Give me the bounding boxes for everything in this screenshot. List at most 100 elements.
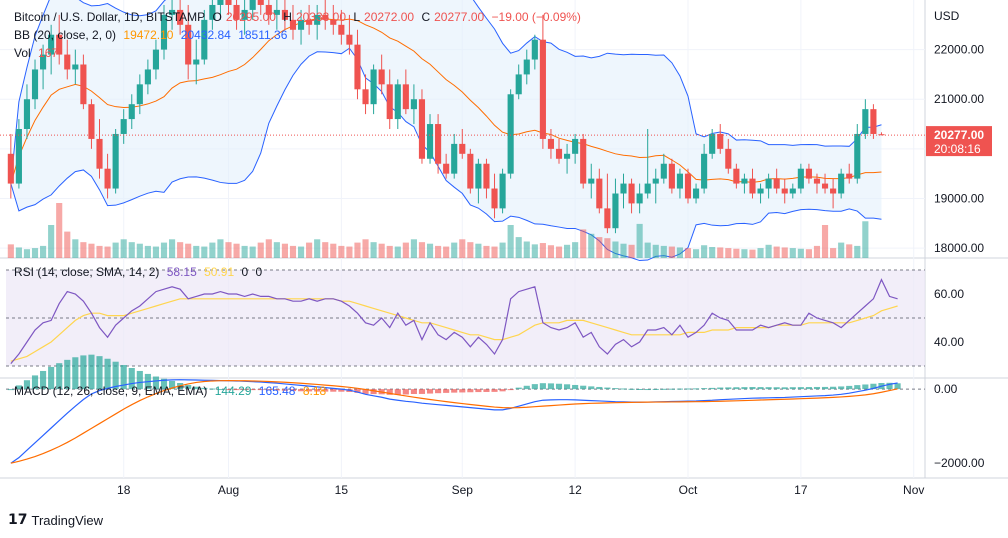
candle-body	[128, 104, 135, 120]
rsi-label[interactable]: RSI (14, close, SMA, 14, 2)	[14, 265, 160, 279]
macd-value: 165.48	[258, 384, 296, 398]
macd-histogram-bar	[354, 389, 361, 393]
macd-histogram-bar	[773, 387, 780, 390]
volume-bar	[209, 242, 216, 258]
candle-body	[201, 19, 208, 60]
macd-histogram-bar	[120, 365, 127, 390]
volume-bar	[507, 225, 514, 258]
candle-body	[564, 153, 571, 159]
rsi-legend: RSI (14, close, SMA, 14, 2) 58.15 50.91 …	[14, 265, 266, 279]
macd-histogram-bar	[273, 389, 280, 391]
macd-legend: MACD (12, 26, close, 9, EMA, EMA) 144.29…	[14, 384, 330, 398]
candle-body	[241, 9, 248, 20]
macd-histogram-bar	[636, 389, 643, 390]
volume-bar	[418, 242, 426, 258]
macd-histogram-bar	[854, 385, 861, 390]
macd-histogram-bar	[467, 389, 474, 393]
macd-histogram-bar	[870, 383, 877, 390]
macd-histogram-bar	[265, 389, 272, 391]
volume-bar	[612, 241, 619, 258]
volume-bar	[128, 242, 135, 258]
candle-body	[717, 133, 724, 149]
macd-histogram-bar	[338, 389, 345, 392]
candle-body	[499, 173, 506, 209]
candle-body	[378, 69, 385, 85]
candle-body	[297, 19, 305, 30]
volume-bar	[491, 246, 498, 258]
candle-body	[136, 84, 143, 105]
candle-body	[80, 64, 87, 105]
bb-fill	[10, 0, 882, 261]
macd-histogram-bar	[7, 389, 14, 391]
macd-histogram-bar	[322, 389, 329, 392]
macd-pane[interactable]	[6, 354, 925, 464]
macd-histogram-bar	[805, 387, 812, 390]
macd-histogram-bar	[580, 385, 587, 390]
rsi-value: 58.15	[166, 265, 197, 279]
brand-name: TradingView	[31, 512, 104, 528]
volume-bar	[7, 244, 14, 258]
candle-body	[402, 84, 409, 110]
bb-upper-value: 20432.84	[180, 28, 231, 42]
macd-histogram-bar	[289, 389, 297, 392]
macd-histogram-bar	[757, 387, 764, 390]
macd-histogram-bar	[733, 387, 740, 390]
volume-bar	[596, 237, 603, 258]
candle-body	[112, 133, 119, 189]
volume-bar	[314, 239, 321, 258]
bb-lower-value: 18511.36	[238, 28, 288, 42]
candle-body	[523, 59, 530, 75]
volume-bar	[668, 246, 675, 258]
volume-bar	[410, 239, 417, 258]
volume-bar	[322, 242, 329, 258]
candle-body	[862, 109, 869, 134]
volume-bar	[273, 242, 280, 258]
time-axis-label: Oct	[679, 483, 698, 497]
candle-body	[40, 54, 47, 70]
candle-body	[64, 54, 71, 70]
macd-histogram-bar	[620, 388, 627, 390]
close-value: 20277.00	[434, 10, 485, 24]
volume-bar	[330, 243, 337, 258]
candle-body	[56, 34, 63, 55]
volume-bar	[515, 237, 522, 258]
macd-histogram-bar	[193, 386, 200, 390]
candle-body	[443, 163, 450, 174]
candle-body	[765, 178, 772, 189]
bb-label[interactable]: BB (20, close, 2, 0)	[14, 28, 117, 42]
macd-histogram-bar	[48, 366, 55, 390]
rsi-pane[interactable]	[6, 269, 925, 367]
macd-label[interactable]: MACD (12, 26, close, 9, EMA, EMA)	[14, 384, 208, 398]
time-axis-label: 18	[117, 483, 131, 497]
symbol-name[interactable]: Bitcoin / U.S. Dollar, 1D, BITSTAMP	[14, 10, 206, 24]
macd-histogram-bar	[152, 376, 160, 390]
volume-bar	[144, 245, 151, 258]
time-axis-label: 15	[335, 483, 349, 497]
price-axis-label: 18000.00	[934, 241, 984, 255]
volume-legend: Vol 167	[14, 46, 62, 60]
brand-footer[interactable]: 17 TradingView	[8, 512, 103, 528]
price-pane[interactable]	[0, 0, 925, 262]
last-price-label: 20277.00	[934, 128, 984, 142]
macd-histogram-bar	[112, 361, 119, 390]
candle-body	[160, 14, 168, 50]
macd-histogram-bar	[596, 386, 603, 390]
volume-bar	[217, 239, 224, 258]
volume-bar	[846, 244, 853, 258]
volume-bar	[644, 242, 651, 258]
countdown-label: 20:08:16	[934, 142, 981, 156]
volume-bar	[289, 245, 297, 258]
price-axis-label: 22000.00	[934, 43, 984, 57]
volume-bar	[426, 243, 434, 258]
macd-histogram-bar	[862, 384, 869, 390]
rsi-sma-line	[10, 298, 898, 362]
macd-histogram-bar	[838, 386, 845, 390]
volume-label[interactable]: Vol	[14, 46, 31, 60]
candle-body	[878, 134, 885, 136]
macd-histogram-bar	[233, 389, 240, 391]
macd-histogram-bar	[628, 388, 635, 390]
candle-body	[435, 124, 442, 164]
macd-histogram-bar	[846, 385, 853, 390]
macd-histogram-bar	[644, 389, 651, 391]
